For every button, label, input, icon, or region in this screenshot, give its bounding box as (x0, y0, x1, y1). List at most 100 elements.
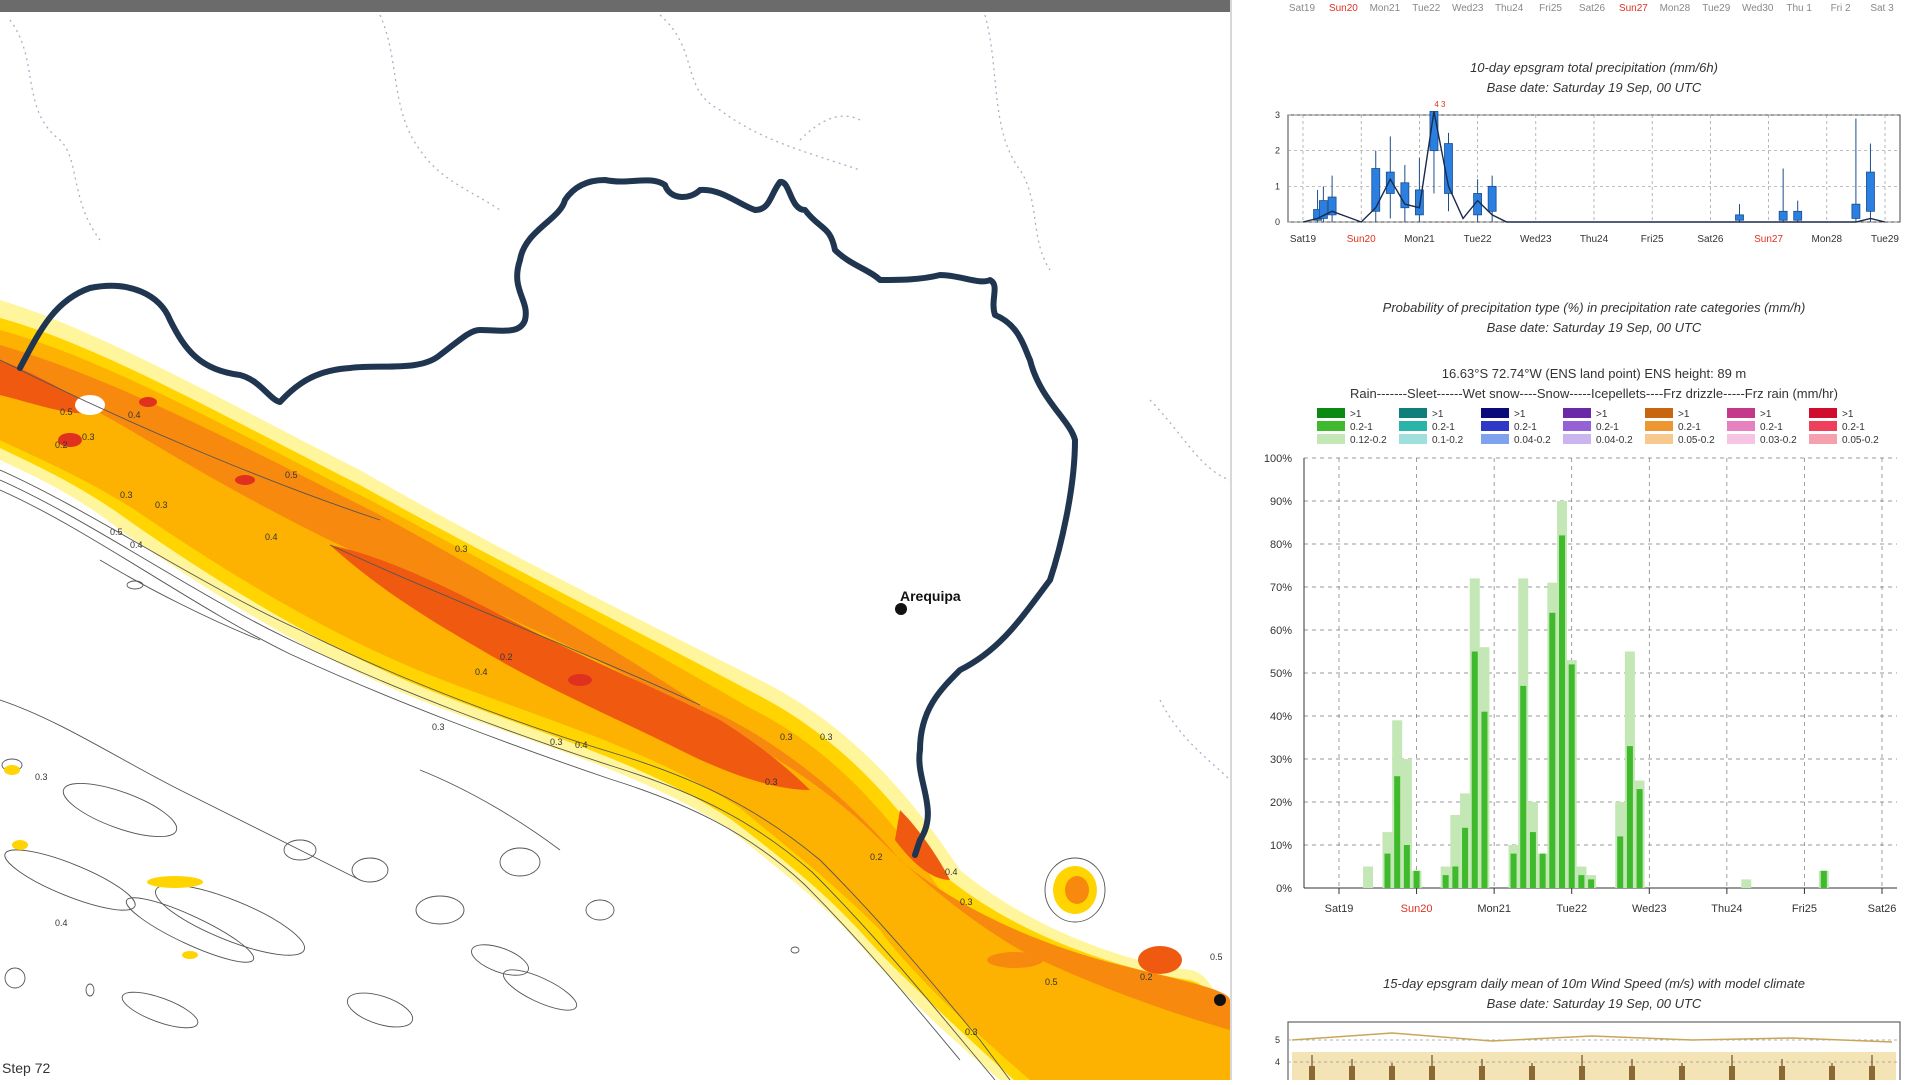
chart3-box (1429, 1066, 1435, 1080)
legend-swatch (1563, 421, 1591, 431)
contour-value-label: 0.3 (155, 500, 168, 510)
legend-swatch (1645, 408, 1673, 418)
wind-speed-epsgram-chart: 45 (1275, 1021, 1901, 1085)
contour-value-label: 0.4 (130, 540, 143, 550)
precip-type-legend: >1 0.2-1 0.12-0.2 >1 0.2-1 0.1-0.2 >1 0.2-1 0.04… (1317, 408, 1879, 446)
contour-value-label: 0.4 (475, 667, 488, 677)
chart2-location: 16.63°S 72.74°W (ENS land point) ENS hei… (1442, 366, 1747, 381)
contour-value-label: 0.4 (265, 532, 278, 542)
legend-label: 0.2-1 (1842, 422, 1865, 433)
forecast-map-panel[interactable]: Arequipa 0.5 0.3 0.4 0.2 0.3 0.5 0.4 0.3 0.5 0.4 0… (0, 0, 1230, 1080)
legend-label: 0.2-1 (1760, 422, 1783, 433)
chart2-xtick: Mon21 (1477, 903, 1511, 915)
chart3-title: 15-day epsgram daily mean of 10m Wind Sp… (1383, 976, 1805, 991)
top-strip-day: Thu24 (1495, 3, 1524, 14)
legend-swatch (1481, 421, 1509, 431)
chart2-bar-mid (1462, 827, 1469, 888)
legend-swatch (1727, 421, 1755, 431)
legend-swatch (1399, 434, 1427, 444)
legend-label: 0.2-1 (1514, 422, 1537, 433)
top-strip-day: Sun27 (1619, 3, 1648, 14)
legend-swatch (1563, 408, 1591, 418)
contour-value-label: 0.5 (285, 470, 298, 480)
chart3-ytick: 5 (1275, 1035, 1280, 1045)
chart3-ytick: 4 (1275, 1057, 1280, 1067)
chart2-ytick: 40% (1270, 711, 1292, 723)
chart1-xtick: Mon21 (1404, 234, 1435, 245)
contour-value-labels: 0.5 0.3 0.4 0.2 0.3 0.5 0.4 0.3 0.5 0.4 0.3 0.2 0.4 0… (35, 407, 1223, 1037)
chart2-xtick: Sun20 (1401, 903, 1433, 915)
chart2-bar-mid (1452, 866, 1459, 888)
contour-lines (0, 359, 1011, 1080)
contour-value-label: 0.3 (455, 544, 468, 554)
chart2-bar-mid (1539, 853, 1546, 888)
city-marker[interactable] (895, 603, 907, 615)
contour-value-label: 0.2 (1140, 972, 1153, 982)
contour-value-label: 0.3 (432, 722, 445, 732)
precipitation-map: Arequipa 0.50.30.40.20.30.50.40.30.50.40… (0, 14, 1230, 1080)
legend-swatch (1727, 408, 1755, 418)
contour-value-label: 0.4 (575, 740, 588, 750)
chart2-bar-mid (1578, 875, 1585, 888)
chart2-bar-light (1401, 759, 1412, 888)
chart2-bar-mid (1559, 535, 1566, 888)
chart1-line (1302, 111, 1886, 223)
chart3-box (1309, 1066, 1315, 1080)
precip-type-probability-chart: 0% 10% 20% 30% 40% 50% 60% 70% 80% 90% 100% Sat19 Su… (1264, 453, 1897, 915)
chart3-box (1829, 1066, 1835, 1080)
chart1-xtick: Sat19 (1290, 234, 1317, 245)
legend-label: >1 (1842, 409, 1854, 420)
chart2-bar-mid (1471, 651, 1478, 888)
chart1-box (1487, 185, 1497, 212)
legend-swatch (1645, 434, 1673, 444)
ocean-contours (1, 580, 1106, 1029)
chart2-ytick: 20% (1270, 797, 1292, 809)
contour-value-label: 0.2 (870, 852, 883, 862)
top-strip-day: Mon28 (1660, 3, 1691, 14)
chart2-ytick: 80% (1270, 539, 1292, 551)
contour-value-label: 0.2 (55, 440, 68, 450)
contour-value-label: 0.4 (128, 410, 141, 420)
legend-label: 0.2-1 (1432, 422, 1455, 433)
chart3-box (1729, 1066, 1735, 1080)
chart2-ytick: 100% (1264, 453, 1292, 465)
contour-value-label: 0.3 (965, 1027, 978, 1037)
chart2-bar-mid (1442, 875, 1449, 888)
chart2-bar-mid (1636, 789, 1643, 888)
chart1-box (1851, 203, 1861, 219)
legend-swatch (1809, 421, 1837, 431)
chart2-ytick: 70% (1270, 582, 1292, 594)
legend-swatch (1399, 408, 1427, 418)
chart2-types-line: Rain-------Sleet------Wet snow----Snow--… (1350, 386, 1838, 401)
chart1-title: 10-day epsgram total precipitation (mm/6… (1470, 60, 1718, 75)
top-strip-day: Wed30 (1742, 3, 1774, 14)
legend-label: 0.03-0.2 (1760, 435, 1797, 446)
legend-swatch (1727, 434, 1755, 444)
chart3-box (1679, 1066, 1685, 1080)
panel-divider (1230, 0, 1232, 1080)
chart2-bar-mid (1820, 870, 1827, 888)
contour-value-label: 0.5 (110, 527, 123, 537)
contour-value-label: 0.3 (960, 897, 973, 907)
legend-label: 0.05-0.2 (1842, 435, 1879, 446)
chart1-xtick: Sat26 (1697, 234, 1724, 245)
chart2-title: Probability of precipitation type (%) in… (1383, 300, 1806, 315)
legend-swatch (1809, 434, 1837, 444)
legend-label: 0.05-0.2 (1678, 435, 1715, 446)
top-strip-day: Fri25 (1539, 3, 1562, 14)
legend-swatch (1809, 408, 1837, 418)
epsgram-panel: Sat19 Sun20 Mon21 Tue22 Wed23 Thu24 Fri25 Sat26… (1232, 0, 1920, 1085)
ocean-yellow-spots (4, 765, 203, 959)
legend-label: >1 (1760, 409, 1772, 420)
chart2-subtitle: Base date: Saturday 19 Sep, 00 UTC (1487, 320, 1702, 335)
chart2-bar-light (1450, 814, 1461, 888)
contour-value-label: 0.3 (765, 777, 778, 787)
chart1-box (1793, 210, 1803, 221)
chart1-box (1400, 182, 1410, 209)
chart2-bar-mid (1403, 845, 1410, 888)
chart2-xtick: Sat26 (1868, 903, 1897, 915)
chart2-bar-mid (1588, 879, 1595, 888)
chart2-ytick: 90% (1270, 496, 1292, 508)
contour-value-label: 0.4 (55, 918, 68, 928)
chart3-box (1579, 1066, 1585, 1080)
